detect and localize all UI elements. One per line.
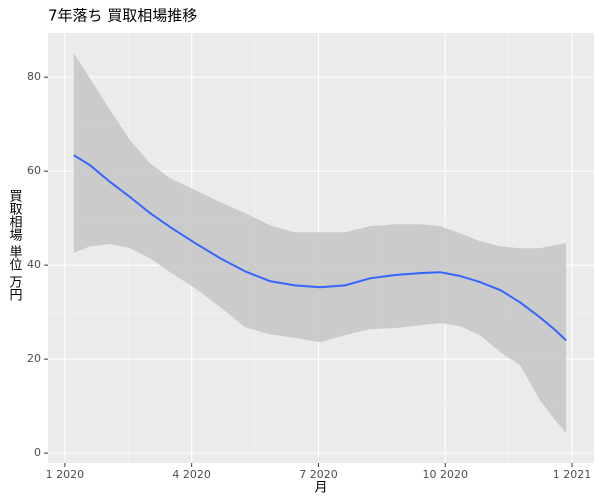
chart-title: 7年落ち 買取相場推移 [48, 7, 197, 25]
x-tick-label: 1 2020 [46, 468, 85, 481]
y-axis-title: 買取相場 単位 万円 [7, 189, 23, 302]
x-axis-title: 月 [314, 481, 327, 496]
smooth-line [73, 154, 567, 342]
y-tick-label: 80 [27, 70, 41, 83]
y-tick-label: 0 [34, 446, 41, 459]
y-tick-label: 40 [27, 258, 41, 271]
x-tick-label: 4 2020 [172, 468, 211, 481]
y-tick-label: 60 [27, 164, 41, 177]
x-tick-label: 1 2021 [553, 468, 592, 481]
x-tick-label: 7 2020 [299, 468, 338, 481]
confidence-band [73, 53, 567, 433]
x-tick-label: 10 2020 [422, 468, 468, 481]
y-tick-label: 20 [27, 352, 41, 365]
